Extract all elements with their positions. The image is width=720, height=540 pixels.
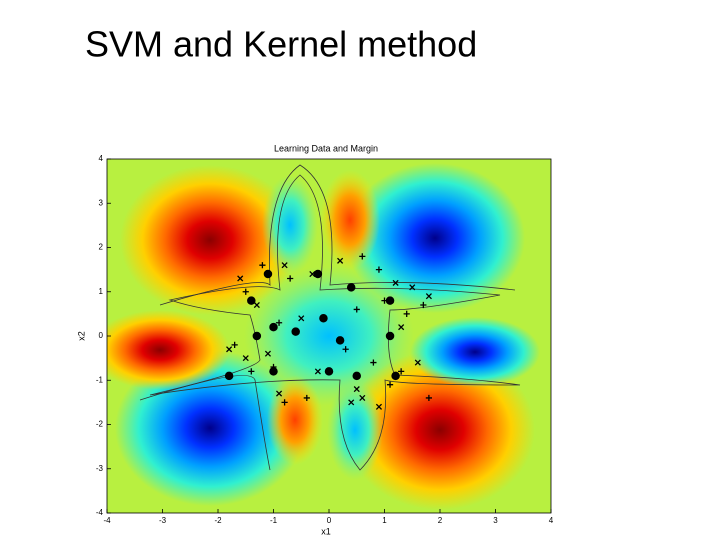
point-plus [248, 368, 255, 375]
x-tick-label: 3 [493, 516, 498, 525]
point-plus [281, 399, 288, 406]
point-plus [259, 262, 266, 269]
support-vector [352, 371, 361, 381]
point-plus [375, 266, 383, 273]
contour-field [107, 159, 551, 513]
point-x [275, 390, 283, 397]
point-x [242, 355, 249, 362]
slide-title: SVM and Kernel method [85, 24, 477, 65]
point-plus [420, 301, 427, 309]
point-plus [403, 310, 410, 317]
x-axis-label: x1 [321, 526, 331, 536]
support-vector [385, 331, 395, 341]
chart-title: Learning Data and Margin [274, 143, 378, 153]
support-vector [269, 322, 278, 332]
point-x [398, 324, 405, 331]
point-plus [398, 368, 405, 375]
point-plus [287, 275, 294, 282]
point-x [314, 368, 321, 375]
support-vector [252, 331, 262, 341]
point-x [375, 403, 383, 410]
point-plus [275, 319, 283, 326]
support-vector [346, 283, 356, 292]
point-plus [425, 394, 432, 402]
point-plus [353, 306, 360, 313]
x-tick-label: 1 [382, 516, 387, 525]
point-plus [303, 394, 310, 402]
support-vector [319, 314, 328, 323]
y-tick-label: -1 [96, 375, 104, 384]
point-x [237, 275, 244, 282]
point-x [392, 279, 399, 286]
point-x [226, 346, 233, 353]
support-vector [391, 371, 400, 381]
point-x [425, 293, 432, 300]
support-vector [324, 367, 334, 376]
y-tick-label: -4 [96, 508, 104, 517]
support-vector [291, 327, 300, 336]
point-plus [370, 359, 377, 366]
x-tick-label: 0 [327, 516, 332, 525]
y-tick-label: 4 [99, 154, 104, 163]
support-vector [224, 371, 234, 381]
point-plus [359, 253, 366, 260]
point-x [337, 257, 344, 264]
y-tick-label: -2 [96, 420, 104, 429]
point-x [414, 359, 421, 366]
x-tick-label: 2 [438, 516, 443, 525]
point-plus [242, 288, 249, 295]
y-axis-label: x2 [76, 331, 86, 341]
support-vector [385, 296, 395, 305]
x-tick-label: -1 [270, 516, 278, 525]
support-vector [263, 269, 273, 279]
point-plus [342, 346, 349, 353]
x-tick-label: 4 [549, 516, 554, 525]
point-x [409, 284, 416, 291]
point-x [281, 262, 288, 269]
y-tick-label: 0 [99, 331, 104, 340]
x-tick-label: -4 [103, 516, 111, 525]
point-plus [231, 341, 238, 348]
point-x [298, 315, 305, 322]
support-vector [247, 296, 256, 305]
support-vector [335, 336, 345, 345]
y-tick-label: 3 [99, 198, 104, 207]
point-x [348, 399, 355, 406]
x-tick-label: -3 [159, 516, 167, 525]
y-tick-label: 1 [99, 287, 104, 296]
point-x [264, 350, 272, 357]
point-plus [386, 381, 394, 388]
support-vector [313, 269, 323, 279]
x-tick-label: -2 [214, 516, 222, 525]
y-tick-label: -3 [96, 464, 104, 473]
point-x [353, 386, 360, 393]
point-x [359, 394, 366, 402]
y-tick-label: 2 [99, 243, 104, 252]
support-vector [269, 367, 278, 376]
point-x [253, 301, 260, 309]
